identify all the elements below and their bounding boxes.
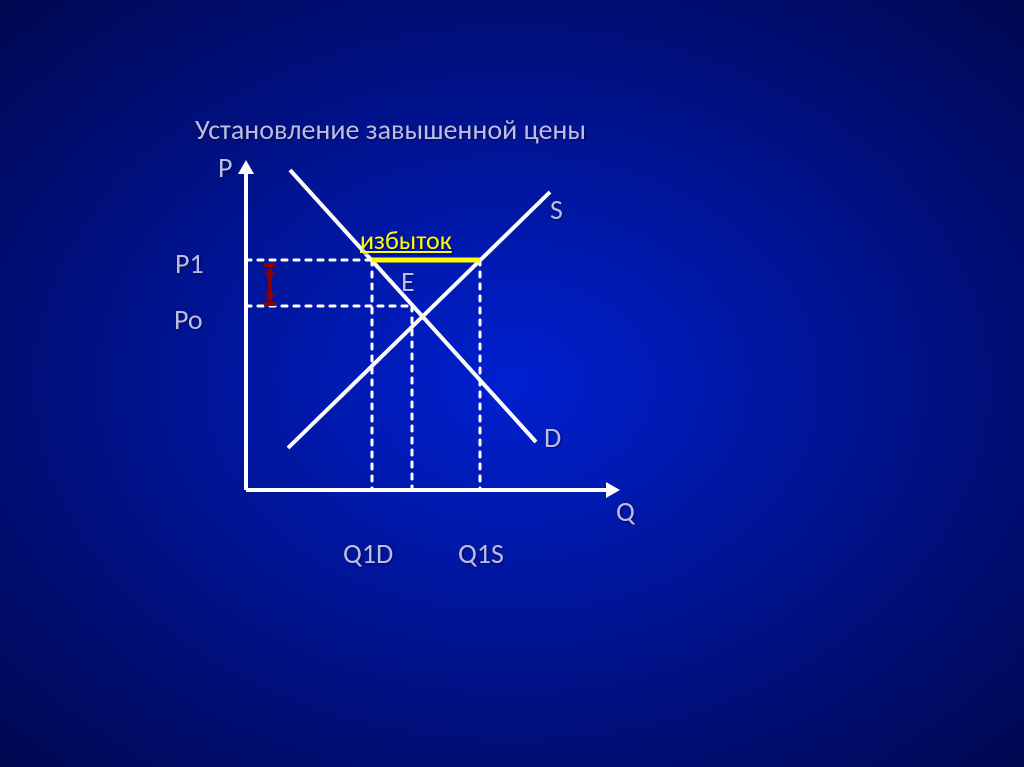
- price-arrow-icon: [264, 265, 276, 304]
- label-d: D: [544, 420, 561, 455]
- label-e: E: [401, 264, 415, 299]
- label-q1s: Q1S: [458, 536, 504, 571]
- label-s: S: [550, 192, 563, 227]
- label-p1: P1: [175, 246, 204, 281]
- label-q: Q: [616, 494, 635, 529]
- chart-title: Установление завышенной цены: [195, 112, 586, 147]
- curves: [288, 170, 550, 448]
- label-po: Po: [174, 302, 203, 337]
- label-p: P: [218, 150, 232, 185]
- label-q1d: Q1D: [343, 536, 393, 571]
- surplus-label: избыток: [360, 224, 452, 256]
